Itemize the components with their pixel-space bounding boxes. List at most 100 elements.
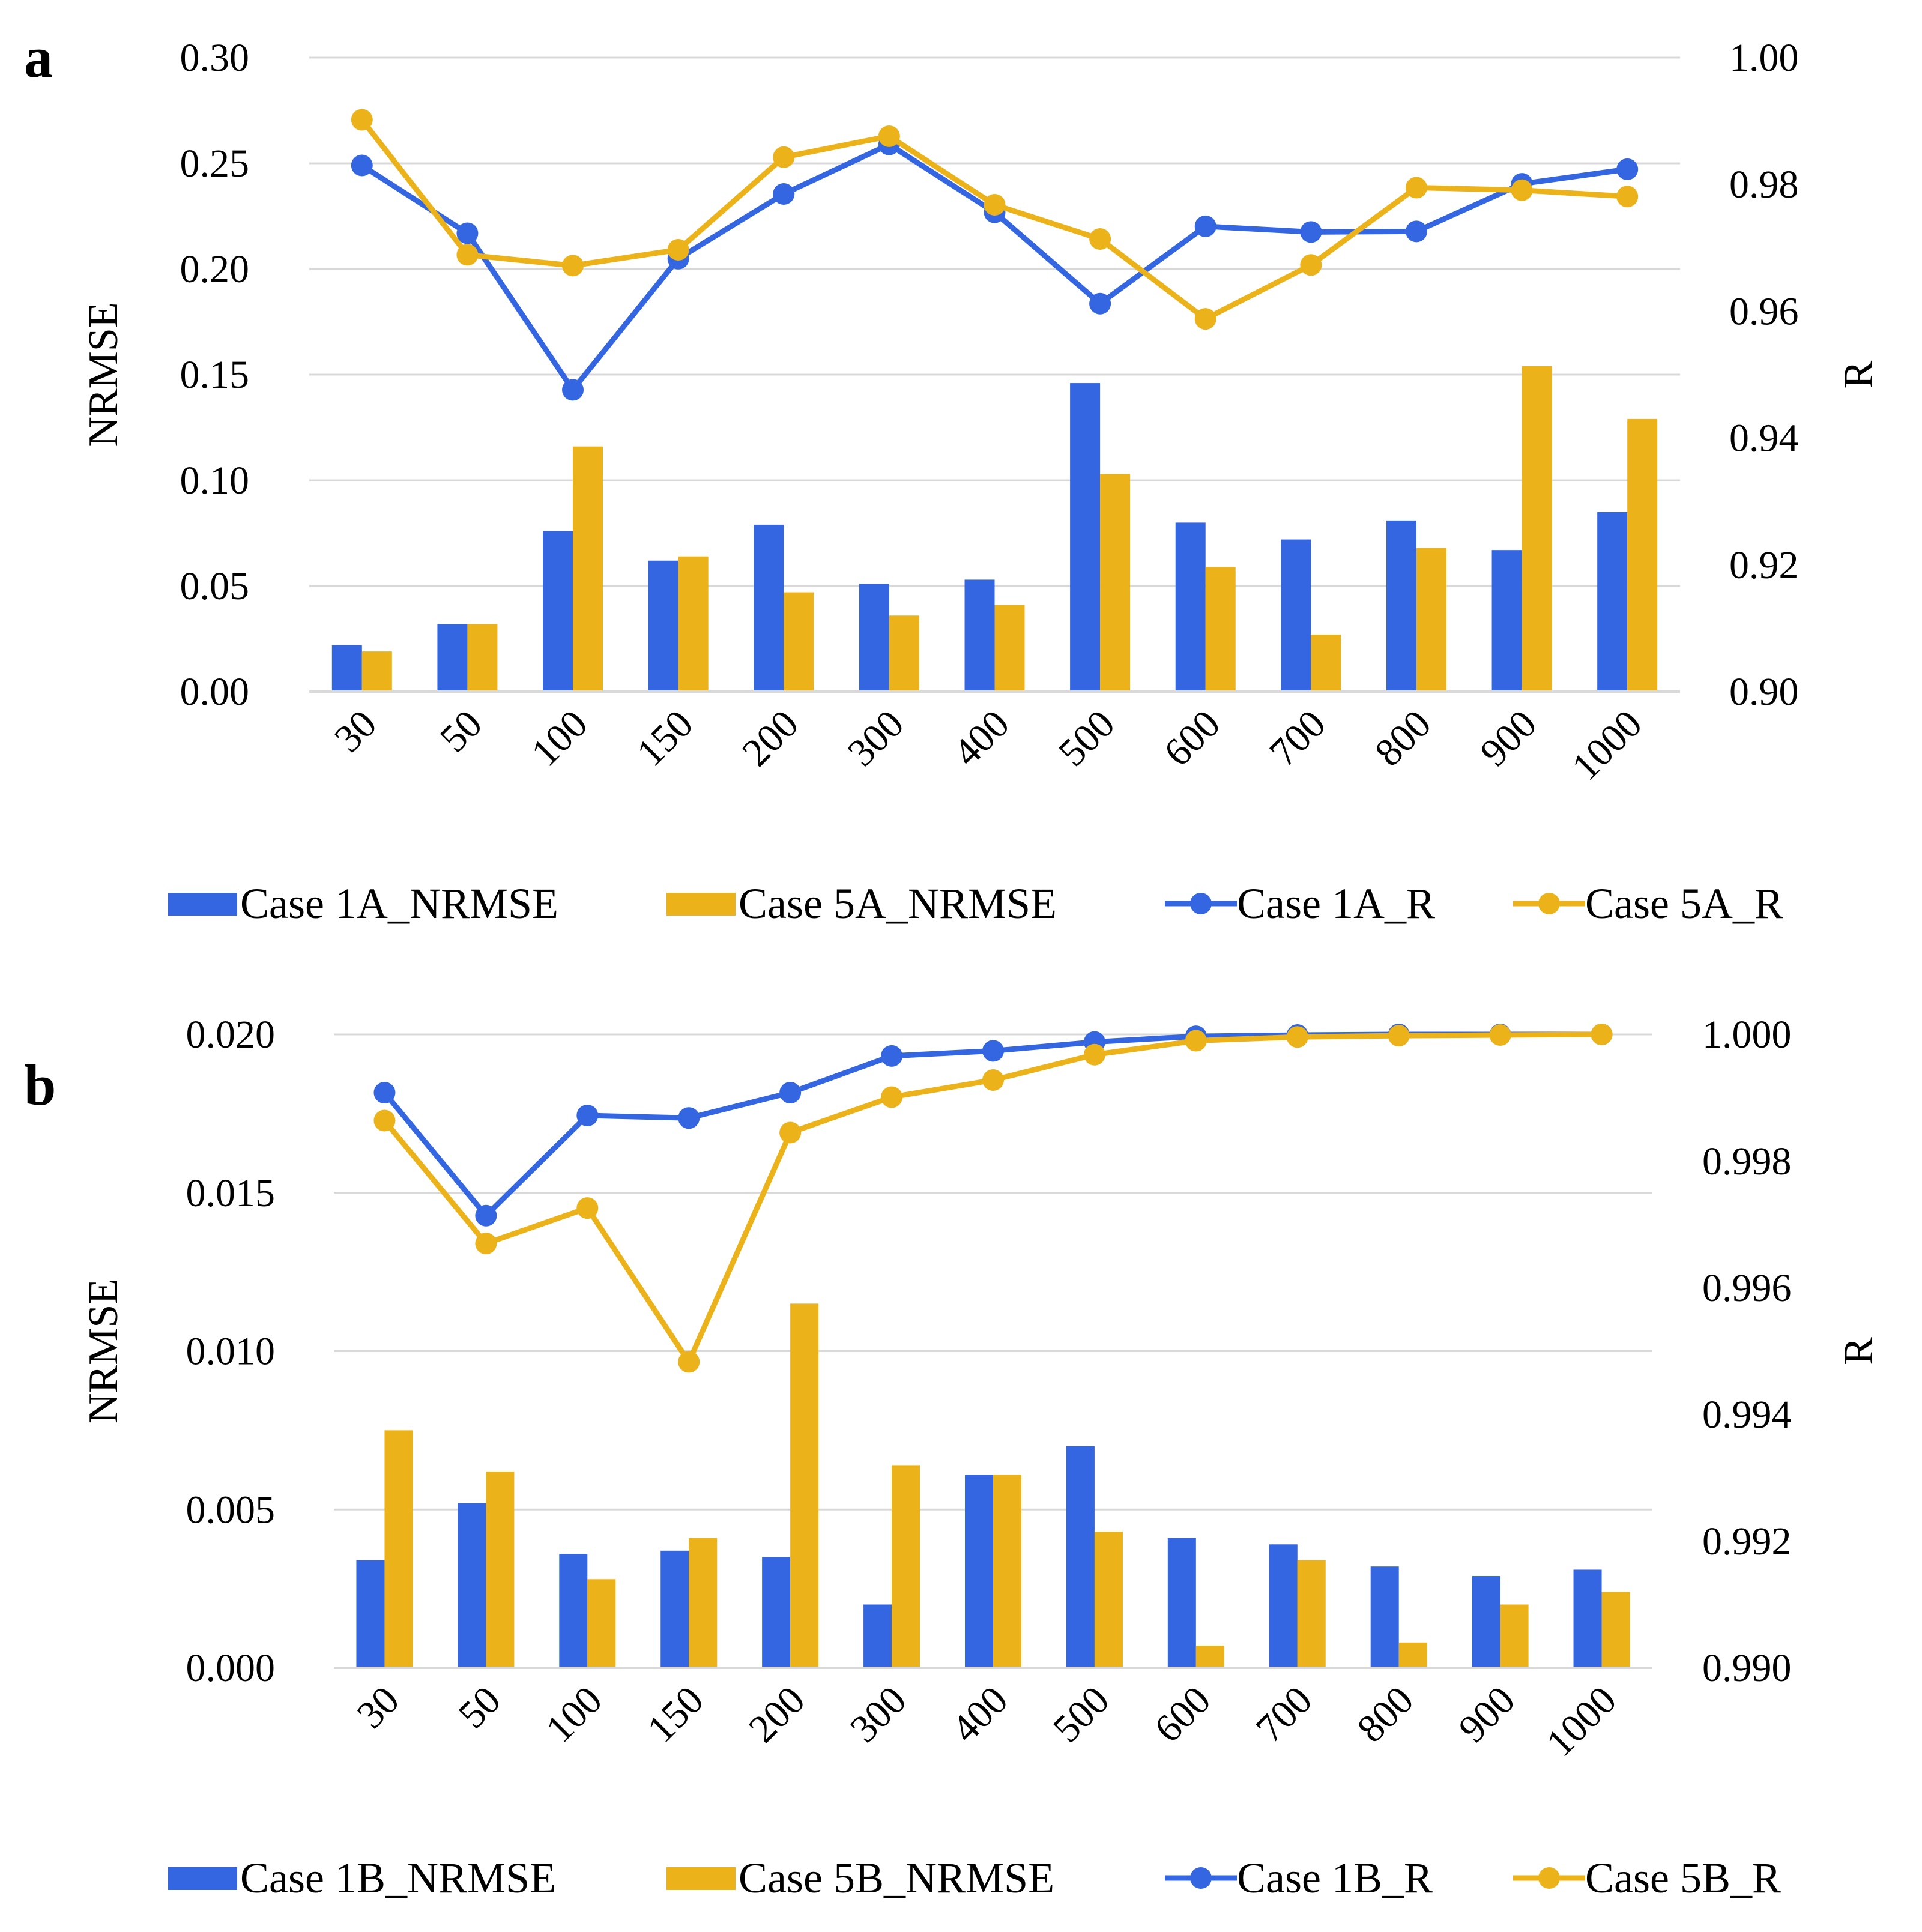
bar-Case 5A_NRMSE [573,446,603,692]
right-tick-label: 0.990 [1702,1646,1792,1690]
x-tick-label: 200 [740,1678,814,1751]
left-tick-label: 0.005 [186,1488,276,1532]
chart-panel-b: b 0.000 0.005 0.010 0.015 0.020 0.990 0.992 0.99… [24,1013,1882,1902]
right-tick-label: 0.94 [1729,417,1799,460]
point-Case 5A_R [1194,308,1216,330]
line-Case 1A_R [360,142,1628,393]
point-Case 5A_R [773,146,795,168]
point-Case 5A_R [456,244,479,266]
point-Case 5B_R [982,1069,1004,1091]
point-Case 5B_R [576,1197,599,1219]
x-tick-label: 50 [432,702,491,761]
bar-Case 5B_NRMSE [790,1303,819,1668]
point-Case 5A_R [1089,228,1111,250]
legend-marker [1538,893,1560,914]
point-Case 5A_R [1616,186,1639,208]
point-Case 1A_R [1300,221,1322,243]
legend-swatch [168,893,237,916]
bar-Case 1B_NRMSE [1066,1446,1095,1668]
bar-Case 1B_NRMSE [1573,1569,1602,1668]
left-tick-label: 0.020 [186,1013,276,1057]
bar-Case 5B_NRMSE [993,1475,1021,1668]
bar-Case 1B_NRMSE [1269,1544,1298,1668]
right-tick-label: 1.00 [1729,36,1799,80]
point-Case 1B_R [475,1204,497,1227]
bar-Case 1A_NRMSE [1175,522,1206,692]
bar-Case 5A_NRMSE [889,615,919,692]
bar-Case 5A_NRMSE [784,592,814,692]
x-tick-label: 500 [1050,702,1123,775]
bar-Case 5B_NRMSE [1398,1642,1427,1668]
point-Case 5B_R [1185,1030,1207,1052]
bar-Case 1B_NRMSE [863,1604,892,1668]
x-tick-label: 400 [944,702,1018,775]
legend-marker [1190,1867,1212,1889]
right-tick-label: 0.994 [1702,1393,1792,1437]
bar-Case 5A_NRMSE [1627,418,1658,692]
point-Case 5B_R [475,1233,497,1255]
point-Case 5A_R [984,193,1006,216]
x-tick-label: 150 [629,702,702,775]
point-Case 5A_R [1511,179,1533,201]
point-Case 5B_R [1388,1025,1410,1047]
bar-Case 5B_NRMSE [486,1471,515,1668]
point-Case 5B_R [881,1086,903,1108]
left-tick-label: 0.010 [186,1330,276,1374]
bar-Case 1B_NRMSE [458,1503,486,1668]
left-tick-label: 0.015 [186,1171,276,1215]
x-tick-label: 300 [842,1678,915,1751]
right-tick-label: 0.96 [1729,289,1799,333]
bar-Case 5B_NRMSE [1297,1560,1326,1668]
point-Case 5A_R [1300,254,1322,276]
point-Case 5B_R [1489,1024,1511,1046]
bar-Case 5A_NRMSE [994,605,1025,692]
legend-swatch [168,1867,237,1890]
legend-label: Case 5B_R [1585,1854,1781,1902]
legend-label: Case 1B_R [1237,1854,1433,1902]
bar-Case 5A_NRMSE [467,624,498,692]
right-tick-label: 0.90 [1729,670,1799,714]
x-tick-label: 100 [537,1678,611,1751]
left-tick-label: 0.15 [180,353,250,397]
point-Case 1A_R [562,379,584,401]
x-tick-label: 200 [734,702,807,775]
point-Case 5B_R [1083,1043,1105,1066]
x-tick-label: 800 [1367,702,1440,775]
y2-axis-title: R [1836,360,1882,388]
point-Case 1A_R [773,183,795,205]
legend-label: Case 1A_R [1237,880,1435,928]
bar-Case 1A_NRMSE [754,524,784,692]
right-tick-label: 0.996 [1702,1266,1792,1310]
bar-Case 1B_NRMSE [1370,1566,1399,1668]
x-tick-label: 30 [349,1678,408,1737]
legend-label: Case 5B_NRMSE [739,1854,1054,1902]
point-Case 5B_R [779,1121,802,1144]
x-tick-label: 400 [943,1678,1017,1751]
x-tick-label: 300 [839,702,913,775]
panel-label: b [24,1053,56,1117]
point-Case 1A_R [1089,292,1111,315]
point-Case 1A_R [1616,158,1639,180]
bar-Case 1A_NRMSE [1281,539,1311,692]
x-tick-label: 900 [1472,702,1546,775]
x-tick-label: 700 [1261,702,1334,775]
bar-Case 1A_NRMSE [1070,383,1101,692]
bar-Case 5A_NRMSE [1522,366,1552,692]
panel-label: a [24,25,53,89]
bar-Case 5B_NRMSE [1195,1646,1224,1668]
legend-label: Case 1A_NRMSE [240,880,558,928]
x-tick-label: 700 [1248,1678,1321,1751]
left-tick-label: 0.10 [180,459,250,503]
bar-Case 5B_NRMSE [587,1579,616,1668]
point-Case 1B_R [779,1082,802,1104]
bar-Case 1B_NRMSE [356,1560,385,1668]
right-tick-label: 1.000 [1702,1013,1792,1057]
chart-panel-a: a 0.00 0.05 0.10 0.15 0.20 0.25 0.30 0.90 0.92 0.9… [24,25,1882,928]
y2-axis-title: R [1836,1337,1882,1365]
x-tick-label: 150 [639,1678,712,1751]
legend-marker [1538,1867,1560,1889]
y-axis-title: NRMSE [80,302,127,447]
point-Case 1B_R [982,1040,1004,1062]
x-tick-label: 600 [1146,1678,1219,1751]
point-Case 1B_R [373,1082,396,1104]
